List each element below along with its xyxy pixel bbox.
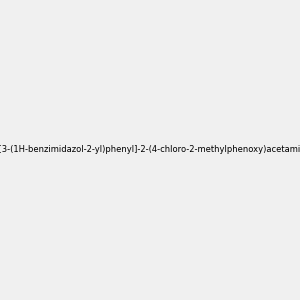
Text: N-[3-(1H-benzimidazol-2-yl)phenyl]-2-(4-chloro-2-methylphenoxy)acetamide: N-[3-(1H-benzimidazol-2-yl)phenyl]-2-(4-… <box>0 146 300 154</box>
